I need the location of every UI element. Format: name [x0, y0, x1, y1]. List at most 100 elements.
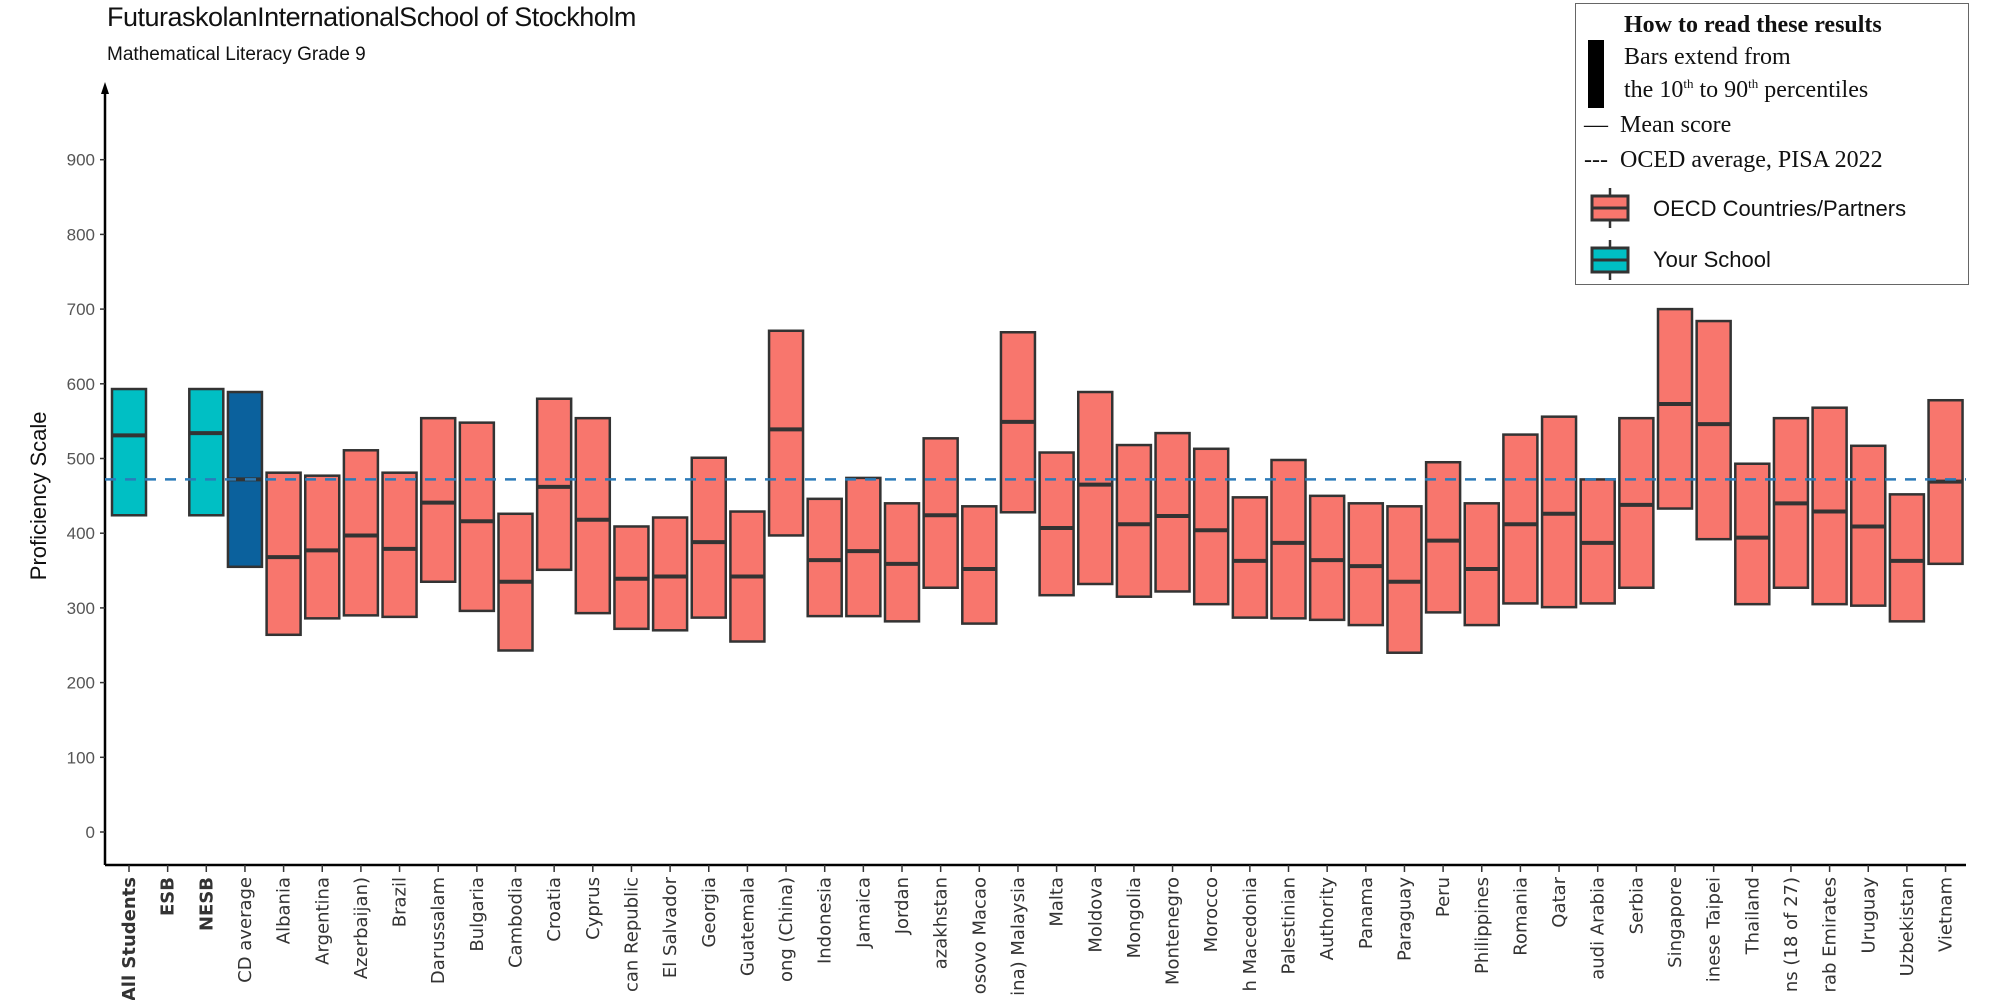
x-tick-label: ESB	[158, 877, 179, 916]
range-bar	[1308, 494, 1346, 622]
x-tick-label: Moldova	[1085, 877, 1106, 953]
x-tick-label: Uzbekistan	[1897, 877, 1918, 976]
x-tick-label: Cyprus	[583, 877, 604, 940]
x-tick-label: Darussalam	[428, 877, 449, 984]
x-tick-label: Croatia	[544, 877, 565, 942]
range-bar	[458, 421, 496, 613]
range-bar	[1656, 307, 1694, 510]
range-bar	[1077, 390, 1114, 586]
legend-line2-a: the 10	[1624, 77, 1684, 103]
range-bar	[188, 387, 225, 517]
x-tick-label: Mongolia	[1124, 877, 1145, 958]
legend-sup: th	[1683, 76, 1694, 91]
mean-line-symbol: —	[1584, 112, 1608, 138]
x-tick-label: Indonesia	[815, 877, 836, 964]
chart-title: FuturaskolanInternationalSchool of Stock…	[107, 2, 636, 32]
x-tick-label: h Macedonia	[1240, 877, 1261, 992]
x-tick-label: Vietnam	[1936, 877, 1957, 952]
range-bar	[265, 471, 302, 637]
legend-sup: th	[1748, 76, 1759, 91]
legend: How to read these results Bars extend fr…	[1575, 3, 1969, 285]
x-tick-label: Montenegro	[1163, 877, 1184, 985]
x-tick-label: Cambodia	[506, 877, 527, 968]
x-tick-label: Morocco	[1201, 877, 1222, 952]
range-bar	[1888, 493, 1926, 623]
legend-line1: Bars extend from	[1624, 44, 1791, 70]
range-bar	[806, 497, 843, 618]
x-tick-label: Malta	[1047, 877, 1068, 927]
x-tick-label: Uruguay	[1858, 877, 1879, 954]
x-tick-label: All Students	[119, 877, 140, 1000]
y-tick-label: 700	[67, 300, 95, 319]
y-tick-label: 900	[67, 151, 95, 170]
range-bar	[110, 387, 148, 517]
x-tick-label: Qatar	[1549, 876, 1570, 927]
x-tick-label: Georgia	[699, 877, 720, 948]
y-tick-label: 100	[67, 748, 95, 767]
x-tick-label: Albania	[274, 877, 295, 944]
range-bar	[651, 516, 689, 632]
x-tick-label: CD average	[235, 877, 256, 983]
y-tick-label: 800	[67, 225, 95, 244]
range-bar	[381, 471, 418, 619]
range-bar	[1115, 443, 1153, 598]
x-tick-label: Argentina	[312, 877, 333, 965]
range-bar	[304, 474, 341, 620]
legend-line2-c: percentiles	[1758, 77, 1869, 103]
legend-average: --- OCED average, PISA 2022	[1584, 147, 1883, 174]
x-tick-label: ns (18 of 27)	[1781, 877, 1802, 992]
range-bar	[767, 329, 805, 537]
y-tick-label: 600	[67, 375, 95, 394]
x-tick-label: azakhstan	[931, 877, 952, 969]
x-tick-label: rab Emirates	[1820, 877, 1841, 992]
x-tick-label: Jamaica	[853, 877, 874, 949]
range-bar	[1192, 447, 1230, 606]
y-tick-label: 500	[67, 450, 95, 469]
range-bar	[1502, 433, 1539, 605]
x-tick-label: Azerbaijan)	[351, 877, 372, 979]
x-tick-label: Serbia	[1626, 877, 1647, 934]
range-bar	[419, 416, 457, 584]
range-bar	[922, 437, 959, 589]
range-bar	[961, 505, 998, 625]
x-tick-label: Jordan	[892, 877, 913, 935]
legend-heading: How to read these results	[1624, 12, 1882, 38]
range-bar	[535, 397, 573, 572]
dashed-line-symbol: ---	[1584, 147, 1608, 173]
x-tick-label: Palestinian	[1279, 877, 1300, 974]
x-tick-label: Thailand	[1742, 877, 1763, 955]
oecd-box-icon	[1590, 188, 1630, 228]
range-bar	[1463, 502, 1500, 627]
y-axis-title: Proficiency Scale	[26, 411, 51, 580]
x-tick-label: Peru	[1433, 877, 1454, 917]
x-tick-label: audi Arabia	[1588, 877, 1609, 980]
y-tick-label: 200	[67, 674, 95, 693]
x-tick-label: Authority	[1317, 877, 1338, 961]
x-tick-label: Guatemala	[737, 877, 758, 976]
x-tick-label: Paraguay	[1394, 877, 1415, 961]
y-tick-label: 300	[67, 599, 95, 618]
range-bar	[1386, 505, 1423, 654]
legend-mean: — Mean score	[1584, 112, 1731, 139]
range-bar	[1038, 451, 1075, 597]
range-bar	[1424, 460, 1462, 614]
legend-mean-label: Mean score	[1620, 112, 1732, 138]
x-tick-label: can Republic	[621, 877, 642, 992]
legend-box-icons	[1590, 188, 1630, 280]
range-bar	[574, 416, 612, 615]
legend-average-label: OCED average, PISA 2022	[1619, 147, 1883, 173]
school-box-icon	[1590, 240, 1630, 280]
legend-line2: the 10th to 90th percentiles	[1624, 76, 1868, 104]
legend-oecd-label: OECD Countries/Partners	[1653, 196, 1907, 221]
range-bar	[1270, 458, 1307, 620]
x-tick-label: inese Taipei	[1704, 877, 1725, 982]
range-bar	[690, 456, 727, 619]
x-tick-label: El Salvador	[660, 876, 681, 978]
chart-subtitle: Mathematical Literacy Grade 9	[107, 44, 366, 65]
x-tick-label: Bulgaria	[467, 877, 488, 952]
legend-school-label: Your School	[1653, 247, 1771, 272]
range-bar	[845, 476, 882, 618]
x-tick-label: Romania	[1510, 877, 1531, 956]
range-bar	[1734, 462, 1771, 606]
